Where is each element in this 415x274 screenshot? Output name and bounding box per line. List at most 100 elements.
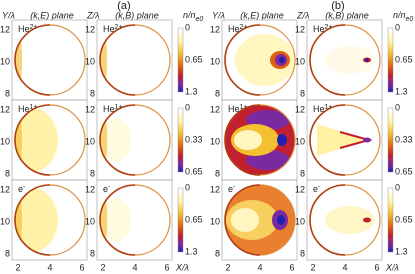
- species-base: e: [103, 184, 108, 194]
- colorbar: [387, 187, 394, 253]
- colorbar-tick-label: 0.65: [395, 54, 413, 64]
- y-tick-label: 8: [5, 88, 10, 98]
- y-tick-label: 10: [295, 136, 305, 146]
- x-tick-label: 2: [100, 262, 105, 272]
- species-base: He: [103, 24, 115, 34]
- species-base: He: [313, 104, 325, 114]
- y-tick-label: 10: [0, 56, 10, 66]
- density-map: [225, 185, 295, 255]
- species-label: He1+: [313, 104, 333, 115]
- species-charge: 2+: [240, 24, 248, 31]
- boundary-edge: [99, 104, 136, 176]
- x-axis-label: X/λ: [385, 262, 399, 272]
- y-tick-label: 12: [210, 184, 220, 194]
- group-label: (b): [331, 0, 344, 12]
- density-map: [235, 34, 295, 86]
- y-tick-label: 10: [210, 56, 220, 66]
- colorbar-label-main: n/n: [183, 10, 196, 20]
- x-tick-label: 2: [15, 262, 20, 272]
- y-tick-label: 10: [210, 216, 220, 226]
- species-label: He1+: [103, 104, 123, 115]
- y-tick-label: 12: [295, 24, 305, 34]
- boundary-edge: [14, 24, 51, 96]
- species-base: He: [18, 104, 30, 114]
- density-region: [325, 46, 375, 74]
- species-label: He2+: [18, 24, 38, 35]
- species-label: e-: [228, 184, 236, 195]
- density-map: [317, 124, 373, 156]
- x-tick-label: 6: [79, 262, 84, 272]
- x-axis-label: X/λ: [175, 262, 189, 272]
- y-tick-label: 12: [210, 24, 220, 34]
- y-tick-label: 12: [295, 184, 305, 194]
- density-blob: [277, 215, 285, 225]
- colorbar-tick-label: 0: [395, 102, 400, 112]
- y-tick-label: 8: [215, 88, 220, 98]
- species-charge: -: [108, 184, 111, 191]
- species-base: He: [228, 24, 240, 34]
- species-base: He: [103, 104, 115, 114]
- density-blob: [365, 58, 369, 62]
- colorbar-tick-label: 0.65: [185, 214, 203, 224]
- colorbar: [177, 187, 184, 253]
- y-tick-label: 10: [210, 136, 220, 146]
- species-charge: 1+: [325, 104, 333, 111]
- density-map: [325, 206, 375, 234]
- colorbar: [177, 107, 184, 173]
- x-tick-label: 6: [164, 262, 169, 272]
- colorbar-tick-label: 0.65: [395, 214, 413, 224]
- colorbar: [177, 27, 184, 93]
- y-tick-label: 8: [90, 168, 95, 178]
- species-label: e-: [103, 184, 111, 195]
- y-tick-label: 8: [300, 168, 305, 178]
- species-base: He: [228, 104, 240, 114]
- species-charge: 1+: [240, 104, 248, 111]
- x-tick-label: 4: [132, 262, 137, 272]
- colorbar-label: n/ne0: [183, 10, 203, 22]
- colorbar-label-main: n/n: [393, 10, 406, 20]
- column-title: (k,B) plane: [115, 10, 159, 20]
- boundary-edge: [14, 104, 51, 176]
- colorbar-tick-label: 0.33: [395, 134, 413, 144]
- x-tick-label: 2: [225, 262, 230, 272]
- y-tick-label: 10: [85, 136, 95, 146]
- density-region: [103, 198, 131, 242]
- boundary-edge: [224, 24, 261, 96]
- density-region: [103, 118, 131, 162]
- density-map: [225, 105, 295, 175]
- column-title: (k,B) plane: [325, 10, 369, 20]
- y-tick-label: 10: [85, 56, 95, 66]
- density-region: [317, 124, 369, 156]
- x-tick-label: 6: [289, 262, 294, 272]
- density-region: [235, 34, 295, 86]
- colorbar-tick-label: 0.65: [395, 166, 413, 176]
- y-tick-label: 12: [85, 104, 95, 114]
- density-map: [325, 46, 375, 74]
- y-tick-label: 12: [295, 104, 305, 114]
- colorbar-tick-label: 0: [395, 22, 400, 32]
- y-tick-label: 12: [0, 104, 10, 114]
- y-tick-label: 12: [85, 184, 95, 194]
- colorbar-tick-label: 1.3: [185, 246, 198, 256]
- x-tick-label: 4: [257, 262, 262, 272]
- colorbar-tick-label: 0.65: [185, 54, 203, 64]
- boundary-edge: [224, 104, 261, 176]
- species-charge: 1+: [30, 104, 38, 111]
- y-tick-label: 10: [85, 216, 95, 226]
- species-charge: -: [233, 184, 236, 191]
- panel-frame: [11, 19, 88, 101]
- species-charge: 2+: [115, 24, 123, 31]
- y-tick-label: 8: [90, 248, 95, 258]
- y-tick-label: 8: [300, 248, 305, 258]
- colorbar-label-sub: e0: [196, 16, 204, 23]
- colorbar-tick-label: 0: [185, 22, 190, 32]
- colorbar-tick-label: 1.3: [395, 86, 408, 96]
- y-axis-label: Y/λ: [212, 10, 225, 20]
- colorbar-tick-label: 0: [185, 182, 190, 192]
- density-blob: [363, 137, 371, 143]
- boundary-edge: [99, 24, 136, 96]
- density-blob: [277, 134, 287, 146]
- y-tick-label: 8: [215, 248, 220, 258]
- species-charge: -: [318, 184, 321, 191]
